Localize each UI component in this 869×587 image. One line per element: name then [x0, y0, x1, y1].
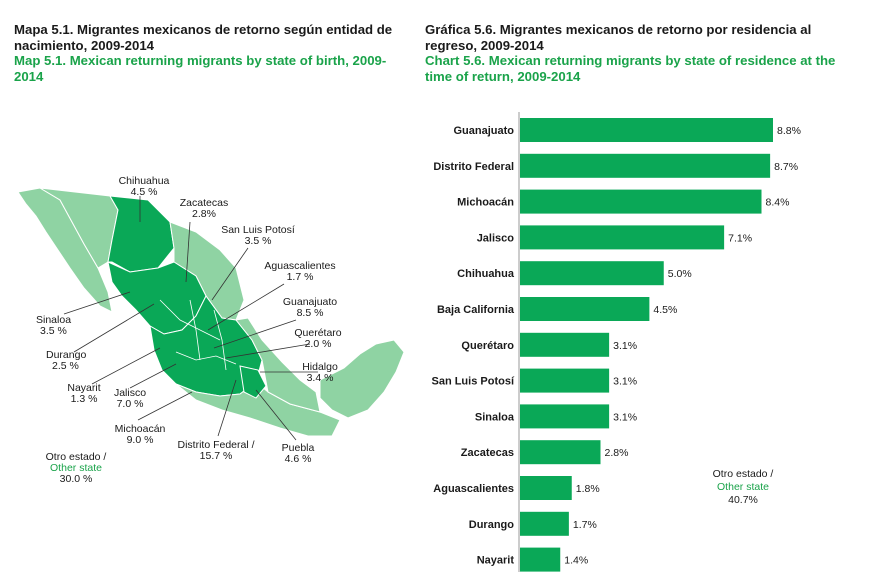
chart-title-es: Gráfica 5.6. Migrantes mexicanos de reto…	[425, 22, 812, 53]
map-label-queretaro-name: Querétaro	[294, 327, 341, 339]
map-label-nayarit-value: 1.3 %	[71, 393, 98, 405]
bar	[520, 332, 610, 357]
map-other-en: Other state	[50, 462, 102, 474]
bar	[520, 297, 650, 321]
bar	[520, 368, 610, 393]
map-label-chihuahua-name: Chihuahua	[119, 175, 170, 187]
map-label-slp-value: 3.5 %	[245, 235, 272, 247]
value-label: 8.8%	[777, 125, 801, 137]
value-label: 3.1%	[613, 411, 637, 423]
value-label: 2.8%	[605, 447, 629, 459]
map-region-south	[175, 381, 341, 437]
category-label: Zacatecas	[461, 447, 514, 459]
map-label-nayarit-name: Nayarit	[67, 382, 100, 394]
value-label: 1.8%	[576, 483, 600, 495]
chart-title: Gráfica 5.6. Migrantes mexicanos de reto…	[425, 22, 845, 84]
mexico-map: Chihuahua 4.5 % Zacatecas 2.8% San Luis …	[17, 175, 405, 485]
category-label: Michoacán	[457, 197, 514, 209]
category-label: Sinaloa	[475, 411, 515, 423]
category-label: Aguascalientes	[433, 483, 514, 495]
map-region-puebla	[239, 365, 267, 399]
chart-other-value: 40.7%	[728, 494, 758, 506]
value-label: 8.7%	[774, 161, 798, 173]
bar	[520, 476, 572, 500]
map-label-durango-name: Durango	[46, 349, 86, 361]
bar	[520, 261, 664, 286]
map-label-guanajuato-name: Guanajuato	[283, 296, 337, 308]
bar	[520, 189, 762, 214]
bar-chart: Guanajuato 8.8% Distrito Federal 8.7% Michoa…	[431, 112, 801, 572]
category-label: Jalisco	[477, 232, 515, 244]
map-label-guanajuato-value: 8.5 %	[297, 307, 324, 319]
category-label: Baja California	[437, 304, 515, 316]
map-label-df-name: Distrito Federal /	[177, 439, 254, 451]
category-label: San Luis Potosí	[431, 376, 514, 388]
bar	[520, 153, 771, 178]
map-label-df-value: 15.7 %	[200, 450, 233, 462]
map-label-queretaro-value: 2.0 %	[305, 338, 332, 350]
bar	[520, 118, 773, 142]
value-label: 7.1%	[728, 232, 752, 244]
category-label: Querétaro	[461, 340, 514, 352]
category-label: Guanajuato	[453, 125, 514, 137]
value-label: 8.4%	[766, 197, 790, 209]
map-label-durango-value: 2.5 %	[52, 360, 79, 372]
value-label: 3.1%	[613, 340, 637, 352]
map-leader-lines	[63, 196, 318, 441]
map-region-chihuahua	[107, 195, 175, 273]
bar	[520, 547, 561, 572]
map-label-sinaloa-value: 3.5 %	[40, 325, 67, 337]
map-label-aguascalientes-name: Aguascalientes	[264, 260, 335, 272]
map-label-jalisco-value: 7.0 %	[117, 398, 144, 410]
map-other-value: 30.0 %	[60, 473, 93, 485]
map-label-puebla-value: 4.6 %	[285, 453, 312, 465]
map-label-aguascalientes-value: 1.7 %	[287, 271, 314, 283]
category-label: Distrito Federal	[433, 161, 514, 173]
chart-other-es: Otro estado /	[713, 468, 774, 480]
map-label-michoacan-name: Michoacán	[115, 423, 166, 435]
map-other-es: Otro estado /	[46, 451, 107, 463]
map-state-borders	[159, 299, 237, 371]
chart-title-en: Chart 5.6. Mexican returning migrants by…	[425, 53, 836, 84]
value-label: 1.4%	[564, 555, 588, 567]
value-label: 4.5%	[653, 304, 677, 316]
chart-other-en: Other state	[717, 481, 769, 493]
bar	[520, 225, 725, 250]
map-title-en: Map 5.1. Mexican returning migrants by s…	[14, 53, 387, 84]
map-label-sinaloa-name: Sinaloa	[36, 314, 71, 326]
map-title: Mapa 5.1. Migrantes mexicanos de retorno…	[14, 22, 406, 84]
category-label: Nayarit	[477, 555, 515, 567]
map-label-puebla-name: Puebla	[282, 442, 315, 454]
map-region-gulf	[235, 317, 321, 413]
bars-group: Guanajuato 8.8% Distrito Federal 8.7% Michoa…	[431, 118, 801, 572]
value-label: 5.0%	[668, 268, 692, 280]
map-label-michoacan-value: 9.0 %	[127, 434, 154, 446]
map-label-zacatecas-value: 2.8%	[192, 208, 216, 220]
map-label-jalisco-name: Jalisco	[114, 387, 146, 399]
bar	[520, 440, 601, 465]
map-label-zacatecas-name: Zacatecas	[180, 197, 228, 209]
map-label-hidalgo-name: Hidalgo	[302, 361, 338, 373]
category-label: Chihuahua	[457, 268, 515, 280]
map-label-chihuahua-value: 4.5 %	[131, 186, 158, 198]
value-label: 1.7%	[573, 519, 597, 531]
map-title-es: Mapa 5.1. Migrantes mexicanos de retorno…	[14, 22, 393, 53]
map-region-yucatan	[319, 339, 405, 419]
value-label: 3.1%	[613, 376, 637, 388]
map-label-slp-name: San Luis Potosí	[221, 224, 295, 236]
map-label-hidalgo-value: 3.4 %	[307, 372, 334, 384]
bar	[520, 511, 569, 536]
bar	[520, 404, 610, 429]
category-label: Durango	[469, 519, 515, 531]
